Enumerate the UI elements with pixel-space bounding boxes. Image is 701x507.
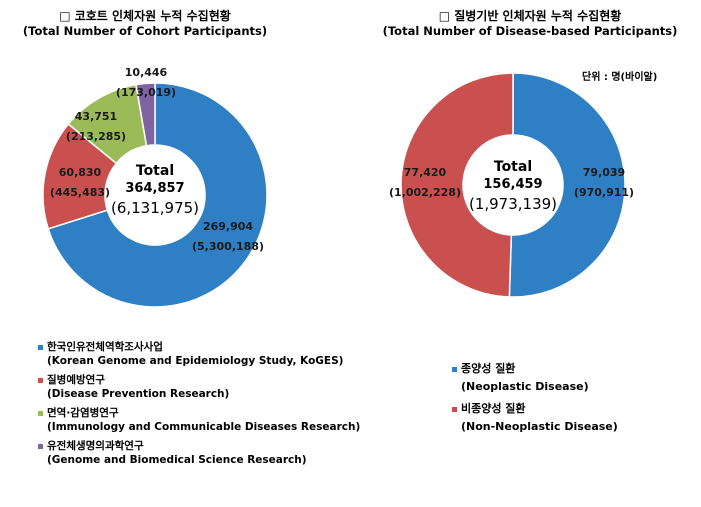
disease-legend: 종양성 질환 (Neoplastic Disease) 비종양성 질환 (Non-Ne… xyxy=(452,362,618,442)
disease-legend-label-ko: 종양성 질환 xyxy=(452,362,618,376)
cohort-slice-2-value-label: 43,751 xyxy=(75,110,117,123)
disease-legend-swatch xyxy=(452,366,457,372)
cohort-legend-item-0: 한국인유전체역학조사사업 (Korean Genome and Epidemiol… xyxy=(38,340,360,368)
disease-slice-1 xyxy=(400,72,514,298)
right-chart-title: □ 질병기반 인체자원 누적 수집현황 (Total Number of Dis… xyxy=(380,9,680,39)
cohort-slice-0-sub-label: (5,300,188) xyxy=(192,240,264,253)
cohort-slice-3-value-label: 10,446 xyxy=(125,66,168,79)
left-title-en: (Total Number of Cohort Participants) xyxy=(22,24,268,38)
cohort-slice-3 xyxy=(135,82,156,147)
cohort-legend-text-ko: 한국인유전체역학조사사업 xyxy=(47,341,163,353)
cohort-legend-swatch xyxy=(38,410,43,416)
cohort-legend-swatch xyxy=(38,443,43,449)
disease-slice-0-sub-label: (970,911) xyxy=(574,186,634,199)
right-title-ko: □ 질병기반 인체자원 누적 수집현황 xyxy=(438,9,622,23)
disease-slice-1-value-label: 77,420 xyxy=(404,166,447,179)
disease-legend-item-0: 종양성 질환 (Neoplastic Disease) xyxy=(452,362,618,394)
cohort-legend-text-ko: 유전체생명의과학연구 xyxy=(47,440,144,452)
cohort-legend-label-en: (Disease Prevention Research) xyxy=(47,388,230,400)
disease-slice-0-value-label: 79,039 xyxy=(583,166,625,179)
cohort-slice-1-sub-label: (445,483) xyxy=(50,186,110,199)
disease-legend-item-1: 비종양성 질환 (Non-Neoplastic Disease) xyxy=(452,402,618,434)
cohort-legend-label-ko: 유전체생명의과학연구 xyxy=(38,439,360,453)
cohort-slice-0 xyxy=(47,82,268,308)
cohort-legend-label-en: (Genome and Biomedical Science Research) xyxy=(47,454,307,466)
cohort-legend-item-2: 면역·감염병연구 (Immunology and Communicable Dis… xyxy=(38,406,360,434)
left-title-ko: □ 코호트 인체자원 누적 수집현황 xyxy=(59,9,231,23)
disease-center-total: 156,459 xyxy=(483,177,542,192)
disease-slice-0 xyxy=(508,72,626,298)
cohort-slice-1-value-label: 60,830 xyxy=(59,166,102,179)
cohort-legend: 한국인유전체역학조사사업 (Korean Genome and Epidemiol… xyxy=(38,340,360,472)
cohort-center-label: Total xyxy=(136,163,174,179)
cohort-legend-item-3: 유전체생명의과학연구 (Genome and Biomedical Science… xyxy=(38,439,360,467)
disease-legend-text-ko: 비종양성 질환 xyxy=(461,402,526,415)
cohort-legend-text-ko: 질병예방연구 xyxy=(47,374,105,386)
disease-legend-text-ko: 종양성 질환 xyxy=(461,362,516,375)
cohort-legend-label-ko: 면역·감염병연구 xyxy=(38,406,360,420)
disease-legend-label-en: (Neoplastic Disease) xyxy=(461,380,589,393)
disease-legend-label-en: (Non-Neoplastic Disease) xyxy=(461,420,618,433)
disease-donut-hole xyxy=(464,136,562,234)
disease-legend-label-ko: 비종양성 질환 xyxy=(452,402,618,416)
cohort-donut-hole xyxy=(106,146,204,244)
unit-label: 단위 : 명(바이알) xyxy=(582,72,658,83)
cohort-legend-text-ko: 면역·감염병연구 xyxy=(47,407,119,419)
cohort-legend-item-1: 질병예방연구 (Disease Prevention Research) xyxy=(38,373,360,401)
cohort-legend-label-en: (Immunology and Communicable Diseases Re… xyxy=(47,421,361,433)
cohort-slice-3-sub-label: (173,019) xyxy=(116,86,176,99)
cohort-center-total-sub: (6,131,975) xyxy=(111,199,199,217)
cohort-slice-2-sub-label: (213,285) xyxy=(66,130,126,143)
cohort-slice-0-value-label: 269,904 xyxy=(203,220,253,233)
cohort-legend-swatch xyxy=(38,377,43,383)
disease-center-total-sub: (1,973,139) xyxy=(469,195,557,213)
disease-slice-1-sub-label: (1,002,228) xyxy=(389,186,461,199)
left-chart-title: □ 코호트 인체자원 누적 수집현황 (Total Number of Coho… xyxy=(0,9,290,39)
disease-center-label: Total xyxy=(494,159,532,175)
cohort-legend-swatch xyxy=(38,344,43,350)
cohort-legend-label-ko: 한국인유전체역학조사사업 xyxy=(38,340,360,354)
right-title-en: (Total Number of Disease-based Participa… xyxy=(382,24,678,38)
cohort-legend-label-ko: 질병예방연구 xyxy=(38,373,360,387)
disease-legend-swatch xyxy=(452,406,457,412)
cohort-center-total: 364,857 xyxy=(125,181,184,196)
cohort-legend-label-en: (Korean Genome and Epidemiology Study, K… xyxy=(47,355,344,367)
